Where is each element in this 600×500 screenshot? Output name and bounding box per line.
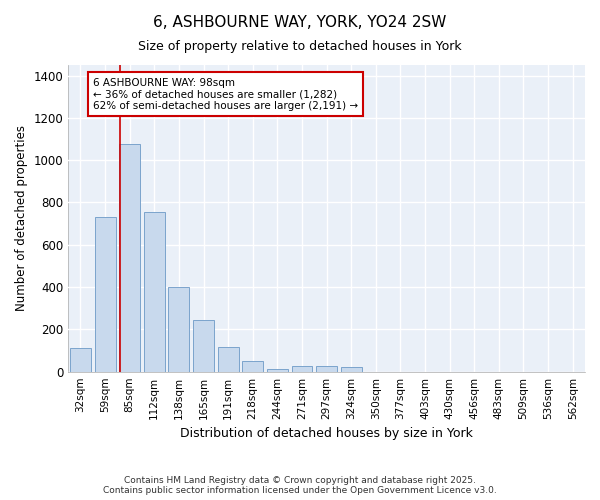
Bar [70, 348, 91, 372]
Text: Size of property relative to detached houses in York: Size of property relative to detached ho… [138, 40, 462, 53]
Bar [169, 287, 190, 372]
Bar [193, 320, 214, 372]
Bar [242, 361, 263, 372]
Bar [292, 366, 313, 372]
Bar [316, 366, 337, 372]
Text: Contains HM Land Registry data © Crown copyright and database right 2025.
Contai: Contains HM Land Registry data © Crown c… [103, 476, 497, 495]
Bar [267, 368, 288, 372]
Text: 6 ASHBOURNE WAY: 98sqm
← 36% of detached houses are smaller (1,282)
62% of semi-: 6 ASHBOURNE WAY: 98sqm ← 36% of detached… [93, 78, 358, 111]
Y-axis label: Number of detached properties: Number of detached properties [15, 126, 28, 312]
Bar [144, 212, 165, 372]
Text: 6, ASHBOURNE WAY, YORK, YO24 2SW: 6, ASHBOURNE WAY, YORK, YO24 2SW [154, 15, 446, 30]
Bar [218, 348, 239, 372]
Bar [95, 218, 116, 372]
Bar [341, 368, 362, 372]
X-axis label: Distribution of detached houses by size in York: Distribution of detached houses by size … [180, 427, 473, 440]
Bar [119, 144, 140, 372]
